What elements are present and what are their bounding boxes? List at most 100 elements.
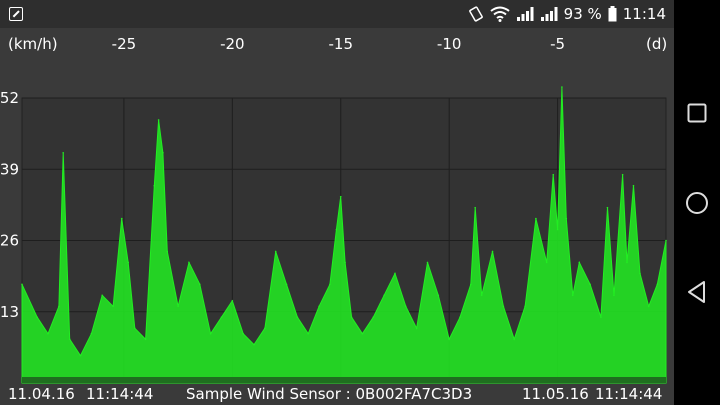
wind-point bbox=[253, 343, 255, 346]
wind-point bbox=[632, 184, 635, 187]
wind-point bbox=[372, 316, 375, 319]
wind-point bbox=[448, 338, 450, 340]
wind-point bbox=[68, 338, 71, 340]
wind-point bbox=[101, 294, 104, 297]
wind-point bbox=[480, 294, 483, 297]
footer-start-date: 11.04.16 bbox=[8, 385, 75, 403]
wind-point bbox=[162, 152, 164, 154]
wind-point bbox=[578, 261, 581, 264]
wind-point bbox=[296, 316, 299, 319]
wind-point bbox=[79, 354, 82, 357]
wind-point bbox=[264, 327, 266, 329]
wind-point bbox=[639, 272, 641, 275]
wind-point bbox=[404, 305, 407, 308]
wind-point bbox=[600, 316, 602, 319]
wind-point bbox=[199, 283, 201, 286]
wind-point bbox=[361, 332, 364, 335]
wind-chart[interactable]: -25 -20 -15 -10 -5 13 26 39 52 (km/h) (d) 11.04… bbox=[0, 28, 674, 405]
footer-end-date: 11.05.16 bbox=[522, 385, 589, 403]
wind-point bbox=[491, 250, 494, 253]
wind-point bbox=[58, 305, 60, 308]
wind-point bbox=[90, 332, 93, 335]
wind-series-area bbox=[21, 86, 667, 384]
wind-point bbox=[565, 217, 568, 220]
x-tick-label: -25 bbox=[112, 35, 137, 53]
y-tick-label: 52 bbox=[0, 89, 19, 107]
wind-point bbox=[285, 283, 288, 286]
wind-point bbox=[474, 206, 476, 209]
wind-point bbox=[556, 228, 559, 231]
wind-point bbox=[47, 332, 49, 335]
wind-series-0 bbox=[21, 86, 667, 384]
wind-point bbox=[339, 195, 342, 198]
footer-start-time: 11:14:44 bbox=[86, 385, 153, 403]
wind-point bbox=[112, 305, 114, 308]
footer-end-time: 11:14:44 bbox=[595, 385, 662, 403]
wind-point bbox=[459, 316, 461, 319]
wind-point bbox=[535, 217, 537, 220]
wind-point bbox=[626, 261, 628, 264]
wind-point bbox=[335, 228, 338, 231]
wind-point bbox=[188, 261, 190, 264]
wind-point bbox=[177, 305, 179, 308]
x-axis-ticks: -25 -20 -15 -10 -5 bbox=[112, 35, 565, 53]
wind-point bbox=[157, 119, 160, 121]
wind-point bbox=[153, 184, 156, 187]
wind-point bbox=[613, 294, 615, 297]
x-axis-label: (d) bbox=[646, 35, 667, 53]
wind-point bbox=[274, 250, 277, 253]
wind-point bbox=[344, 261, 346, 264]
wind-point bbox=[415, 327, 418, 329]
home-circle-icon[interactable] bbox=[674, 190, 720, 216]
wind-point bbox=[561, 86, 563, 88]
x-tick-label: -20 bbox=[220, 35, 245, 53]
wind-point bbox=[647, 305, 650, 308]
x-tick-label: -5 bbox=[550, 35, 565, 53]
wind-point bbox=[426, 261, 429, 264]
wind-point bbox=[62, 152, 64, 154]
wind-point bbox=[513, 338, 516, 340]
wind-point bbox=[231, 299, 234, 302]
screen-rotation-icon bbox=[468, 6, 483, 22]
image-notification-icon bbox=[9, 7, 23, 21]
wind-point bbox=[133, 327, 136, 329]
wind-point bbox=[394, 272, 396, 275]
wind-point bbox=[524, 305, 526, 308]
y-axis-label: (km/h) bbox=[8, 35, 58, 53]
wind-point bbox=[621, 173, 624, 176]
wind-point bbox=[350, 316, 353, 319]
wind-point bbox=[437, 294, 440, 297]
wind-point bbox=[307, 332, 310, 335]
back-triangle-icon[interactable] bbox=[674, 279, 720, 305]
y-tick-label: 13 bbox=[0, 303, 19, 321]
signal-icon-1 bbox=[516, 7, 534, 21]
recents-square-icon[interactable] bbox=[674, 100, 720, 126]
series-baseline bbox=[22, 377, 666, 383]
wind-point bbox=[120, 217, 123, 220]
navigation-bar bbox=[674, 0, 720, 405]
wind-point bbox=[220, 316, 223, 319]
wind-point bbox=[589, 283, 591, 286]
wind-point bbox=[545, 261, 548, 264]
y-axis-ticks: 13 26 39 52 bbox=[0, 89, 19, 321]
x-tick-label: -15 bbox=[328, 35, 353, 53]
battery-percent: 93 % bbox=[563, 5, 602, 23]
wind-point bbox=[127, 261, 130, 264]
wind-point bbox=[318, 305, 320, 308]
signal-icon-2 bbox=[540, 7, 558, 21]
status-bar-right: 93 % 11:14 bbox=[468, 5, 666, 23]
status-bar: 93 % 11:14 bbox=[0, 0, 674, 28]
wind-point bbox=[552, 173, 555, 176]
wind-point bbox=[242, 332, 244, 335]
wind-chart-svg: -25 -20 -15 -10 -5 13 26 39 52 (km/h) (d) 11.04… bbox=[0, 35, 667, 403]
wind-point bbox=[21, 283, 23, 286]
y-tick-label: 26 bbox=[0, 232, 19, 250]
wind-point bbox=[166, 250, 169, 253]
status-time: 11:14 bbox=[622, 5, 666, 23]
wind-point bbox=[209, 332, 212, 335]
wind-point bbox=[144, 338, 147, 340]
wind-point bbox=[665, 239, 667, 242]
wind-point bbox=[329, 283, 331, 286]
x-tick-label: -10 bbox=[437, 35, 462, 53]
wind-point bbox=[36, 316, 38, 319]
